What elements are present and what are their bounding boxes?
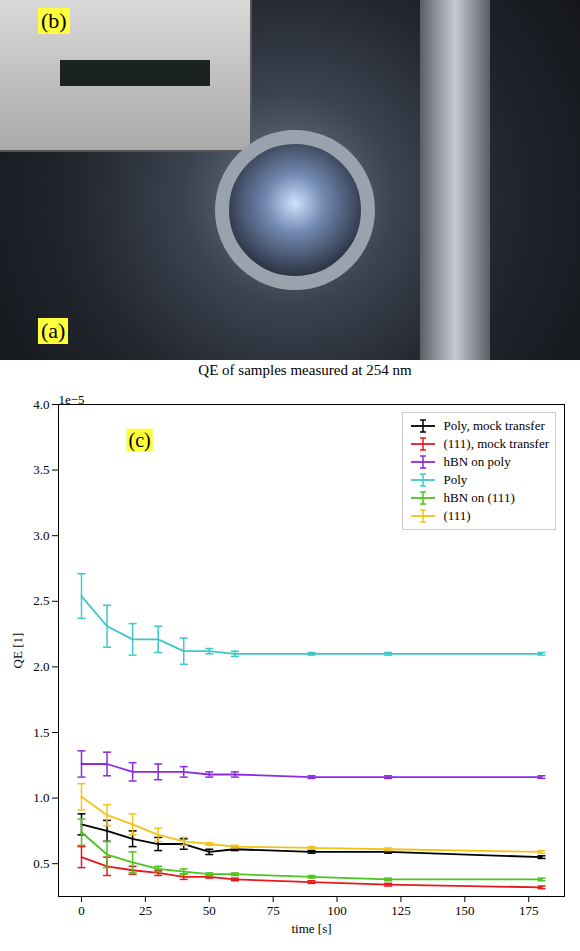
svg-text:3.0: 3.0 bbox=[33, 528, 49, 543]
html-text:(b): (b) bbox=[41, 8, 67, 33]
html-text:Poly, mock transfer: Poly, mock transfer bbox=[443, 418, 545, 433]
svg-text:0: 0 bbox=[78, 903, 85, 918]
svg-text:(c): (c) bbox=[129, 429, 151, 452]
svg-text:0.5: 0.5 bbox=[33, 856, 49, 871]
html-text:hBN on (111): hBN on (111) bbox=[443, 490, 515, 505]
svg-text:75: 75 bbox=[267, 903, 280, 918]
svg-text:1.0: 1.0 bbox=[33, 790, 49, 805]
html-text:Poly: Poly bbox=[443, 472, 468, 487]
svg-text:50: 50 bbox=[203, 903, 216, 918]
html-text:(111): (111) bbox=[443, 508, 471, 523]
html-text:hBN on poly: hBN on poly bbox=[443, 454, 511, 469]
svg-text:1.5: 1.5 bbox=[33, 725, 49, 740]
svg-text:150: 150 bbox=[455, 903, 475, 918]
svg-text:4.0: 4.0 bbox=[33, 397, 49, 412]
svg-text:2.0: 2.0 bbox=[33, 659, 49, 674]
svg-text:3.5: 3.5 bbox=[33, 462, 49, 477]
html-text:(a): (a) bbox=[41, 318, 66, 343]
svg-text:1e−5: 1e−5 bbox=[59, 392, 85, 407]
svg-text:125: 125 bbox=[391, 903, 411, 918]
svg-text:2.5: 2.5 bbox=[33, 593, 49, 608]
html-text:(111), mock transfer: (111), mock transfer bbox=[443, 436, 549, 451]
svg-text:175: 175 bbox=[519, 903, 539, 918]
html-text:QE of samples measured at 254: QE of samples measured at 254 nm bbox=[198, 362, 412, 378]
svg-text:25: 25 bbox=[139, 903, 152, 918]
svg-text:100: 100 bbox=[327, 903, 347, 918]
svg-text:QE [1]: QE [1] bbox=[10, 633, 25, 669]
svg-text:time [s]: time [s] bbox=[291, 921, 331, 936]
